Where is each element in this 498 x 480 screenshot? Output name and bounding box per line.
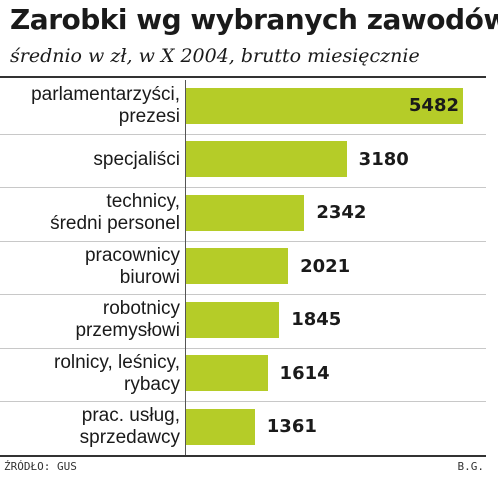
top-rule xyxy=(0,76,486,78)
chart-title: Zarobki wg wybranych zawodów xyxy=(10,3,498,36)
bar xyxy=(186,87,463,124)
bar xyxy=(186,355,268,392)
category-label: prac. usług, sprzedawcy xyxy=(79,405,180,448)
bar xyxy=(186,301,280,338)
data-label: 2021 xyxy=(300,255,351,277)
row-separator xyxy=(0,187,486,188)
author-credit: B.G. xyxy=(457,460,485,473)
category-label: parlamentarzyści, prezesi xyxy=(31,84,180,127)
row-separator xyxy=(0,133,486,135)
row-separator xyxy=(0,294,486,295)
row-separator xyxy=(0,347,486,349)
source-note: ŹRÓDŁO: GUS xyxy=(4,460,77,473)
bar xyxy=(186,194,305,231)
category-label: robotnicy przemysłowi xyxy=(75,298,180,341)
data-label: 1614 xyxy=(279,362,330,384)
category-axis-line xyxy=(185,80,186,455)
data-label: 2342 xyxy=(316,202,367,224)
category-label: rolnicy, leśnicy, rybacy xyxy=(54,351,180,395)
category-label: specjaliści xyxy=(93,148,180,170)
chart-subtitle: średnio w zł, w X 2004, brutto miesięczn… xyxy=(10,45,420,67)
bottom-rule xyxy=(0,455,486,457)
data-label: 1361 xyxy=(266,416,317,438)
row-separator xyxy=(0,401,486,402)
bar xyxy=(186,141,347,178)
data-label: 1845 xyxy=(291,309,342,331)
category-label: technicy, średni personel xyxy=(50,191,180,234)
bar xyxy=(186,248,289,285)
category-label: pracownicy biurowi xyxy=(84,244,180,288)
data-label: 3180 xyxy=(358,148,409,170)
row-separator xyxy=(0,240,486,242)
bar xyxy=(186,408,255,445)
data-label: 5482 xyxy=(408,95,459,117)
